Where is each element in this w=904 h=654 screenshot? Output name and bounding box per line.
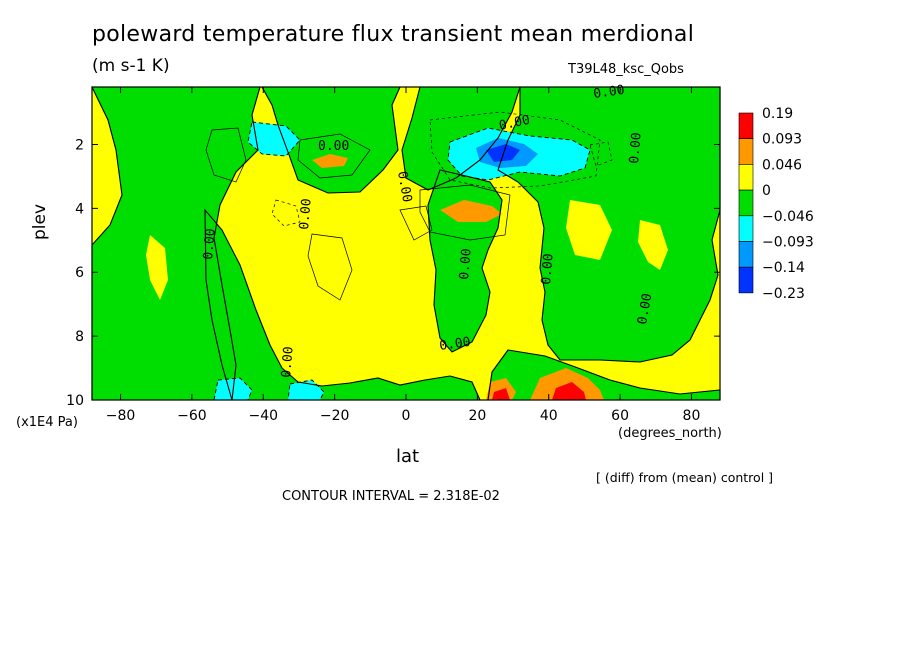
contour-label-4: 0.00 [201,228,219,261]
y-tick-label: 8 [75,329,84,345]
zero-contour-7 [487,349,721,401]
colorbar-label: 0 [762,183,771,199]
contour-interval: CONTOUR INTERVAL = 2.318E-02 [282,489,500,504]
filled-contour-field: 0.00 0.00 0.00 0.00 0.00 0.00 0.00 0.00 0.00 0.00… [91,83,721,401]
x-axis-label: lat [396,446,420,467]
x-tick-label: −40 [248,408,278,424]
yellow-island-2 [638,220,668,270]
yellow-island-1 [146,235,168,300]
cyan-region-1 [248,122,300,156]
x-tick-label: −80 [106,408,136,424]
zero-contour-5 [204,208,481,401]
yellow-island-3 [566,200,612,260]
x-tick-label: 0 [402,408,411,424]
contour-label-3: 0.00 [297,198,315,231]
negative-contour-3 [213,377,253,401]
contour-label-9: 0.00 [635,292,655,325]
positive-contour-5 [297,133,371,179]
red-core-1 [552,382,586,400]
colorbar-swatch [738,266,754,294]
positive-contour-3 [399,205,433,241]
orange-patch-1 [312,154,348,168]
x-tick-label: 80 [683,408,701,424]
positive-contour-1 [205,127,247,183]
colorbar-swatch [738,215,754,242]
contour-label-7: 0.00 [457,248,475,281]
blue-core [486,144,520,162]
negative-contour-4 [287,379,325,401]
colorbar-label: −0.093 [762,235,814,251]
zero-contour-3 [401,86,521,191]
colorbar-swatch [738,241,754,268]
zero-contour-4 [497,86,721,363]
zero-contour-6 [427,169,503,353]
x-tick-label: −60 [177,408,207,424]
negative-thin-contour-2 [271,199,301,227]
contour-label-1: 0.00 [318,139,349,154]
chart-units: (m s-1 K) [92,56,170,76]
colorbar: 0.19 0.093 0.046 0 −0.046 −0.093 −0.14 −0.23 [738,106,814,302]
y-tick-label: 10 [66,393,84,409]
axis-ticks: −80 −60 −40 −20 0 20 40 60 80 2 4 6 8 10 [66,87,720,424]
colorbar-label: 0.046 [762,157,802,173]
contour-label-5: 0.00 [279,346,297,379]
contour-label-11: 0.00 [498,113,532,134]
negative-contour-2 [447,127,591,181]
orange-patch-2 [440,200,502,222]
negative-thin-contour-3 [589,141,613,167]
positive-contour-2 [307,233,353,301]
x-tick-label: 40 [540,408,558,424]
colorbar-swatch [738,138,754,165]
colorbar-label: −0.23 [762,286,805,302]
x-tick-label: −20 [320,408,350,424]
colorbar-label: 0.19 [762,106,793,122]
colorbar-swatch [738,164,754,191]
zero-contour-1 [91,86,261,401]
colorbar-swatch [738,112,754,140]
diff-note: [ (diff) from (mean) control ] [596,470,774,485]
negative-thin-contour-1 [429,111,601,189]
y-tick-label: 2 [75,137,84,153]
y-axis-label: plev [30,203,50,240]
zero-contour-2 [261,86,401,194]
y-tick-label: 4 [75,201,84,217]
y-tick-label: 6 [75,265,84,281]
run-label: T39L48_ksc_Qobs [568,62,684,77]
colorbar-label: −0.046 [762,209,814,225]
contour-label-10: 0.00 [627,132,645,165]
x-axis-units: (degrees_north) [618,426,722,441]
colorbar-swatch [738,189,754,217]
positive-contour-4 [419,184,511,241]
contour-label-2: 0.00 [394,170,414,203]
contour-label-6: 0.00 [438,335,471,354]
x-tick-label: 60 [611,408,629,424]
chart-title: poleward temperature flux transient mean… [92,22,695,47]
colorbar-label: 0.093 [762,132,802,148]
contour-label-8: 0.00 [539,253,557,286]
y-axis-units: (x1E4 Pa) [16,415,78,430]
colorbar-label: −0.14 [762,260,805,276]
red-core-2 [492,388,510,400]
x-tick-label: 20 [468,408,486,424]
green-region-2 [262,87,400,193]
